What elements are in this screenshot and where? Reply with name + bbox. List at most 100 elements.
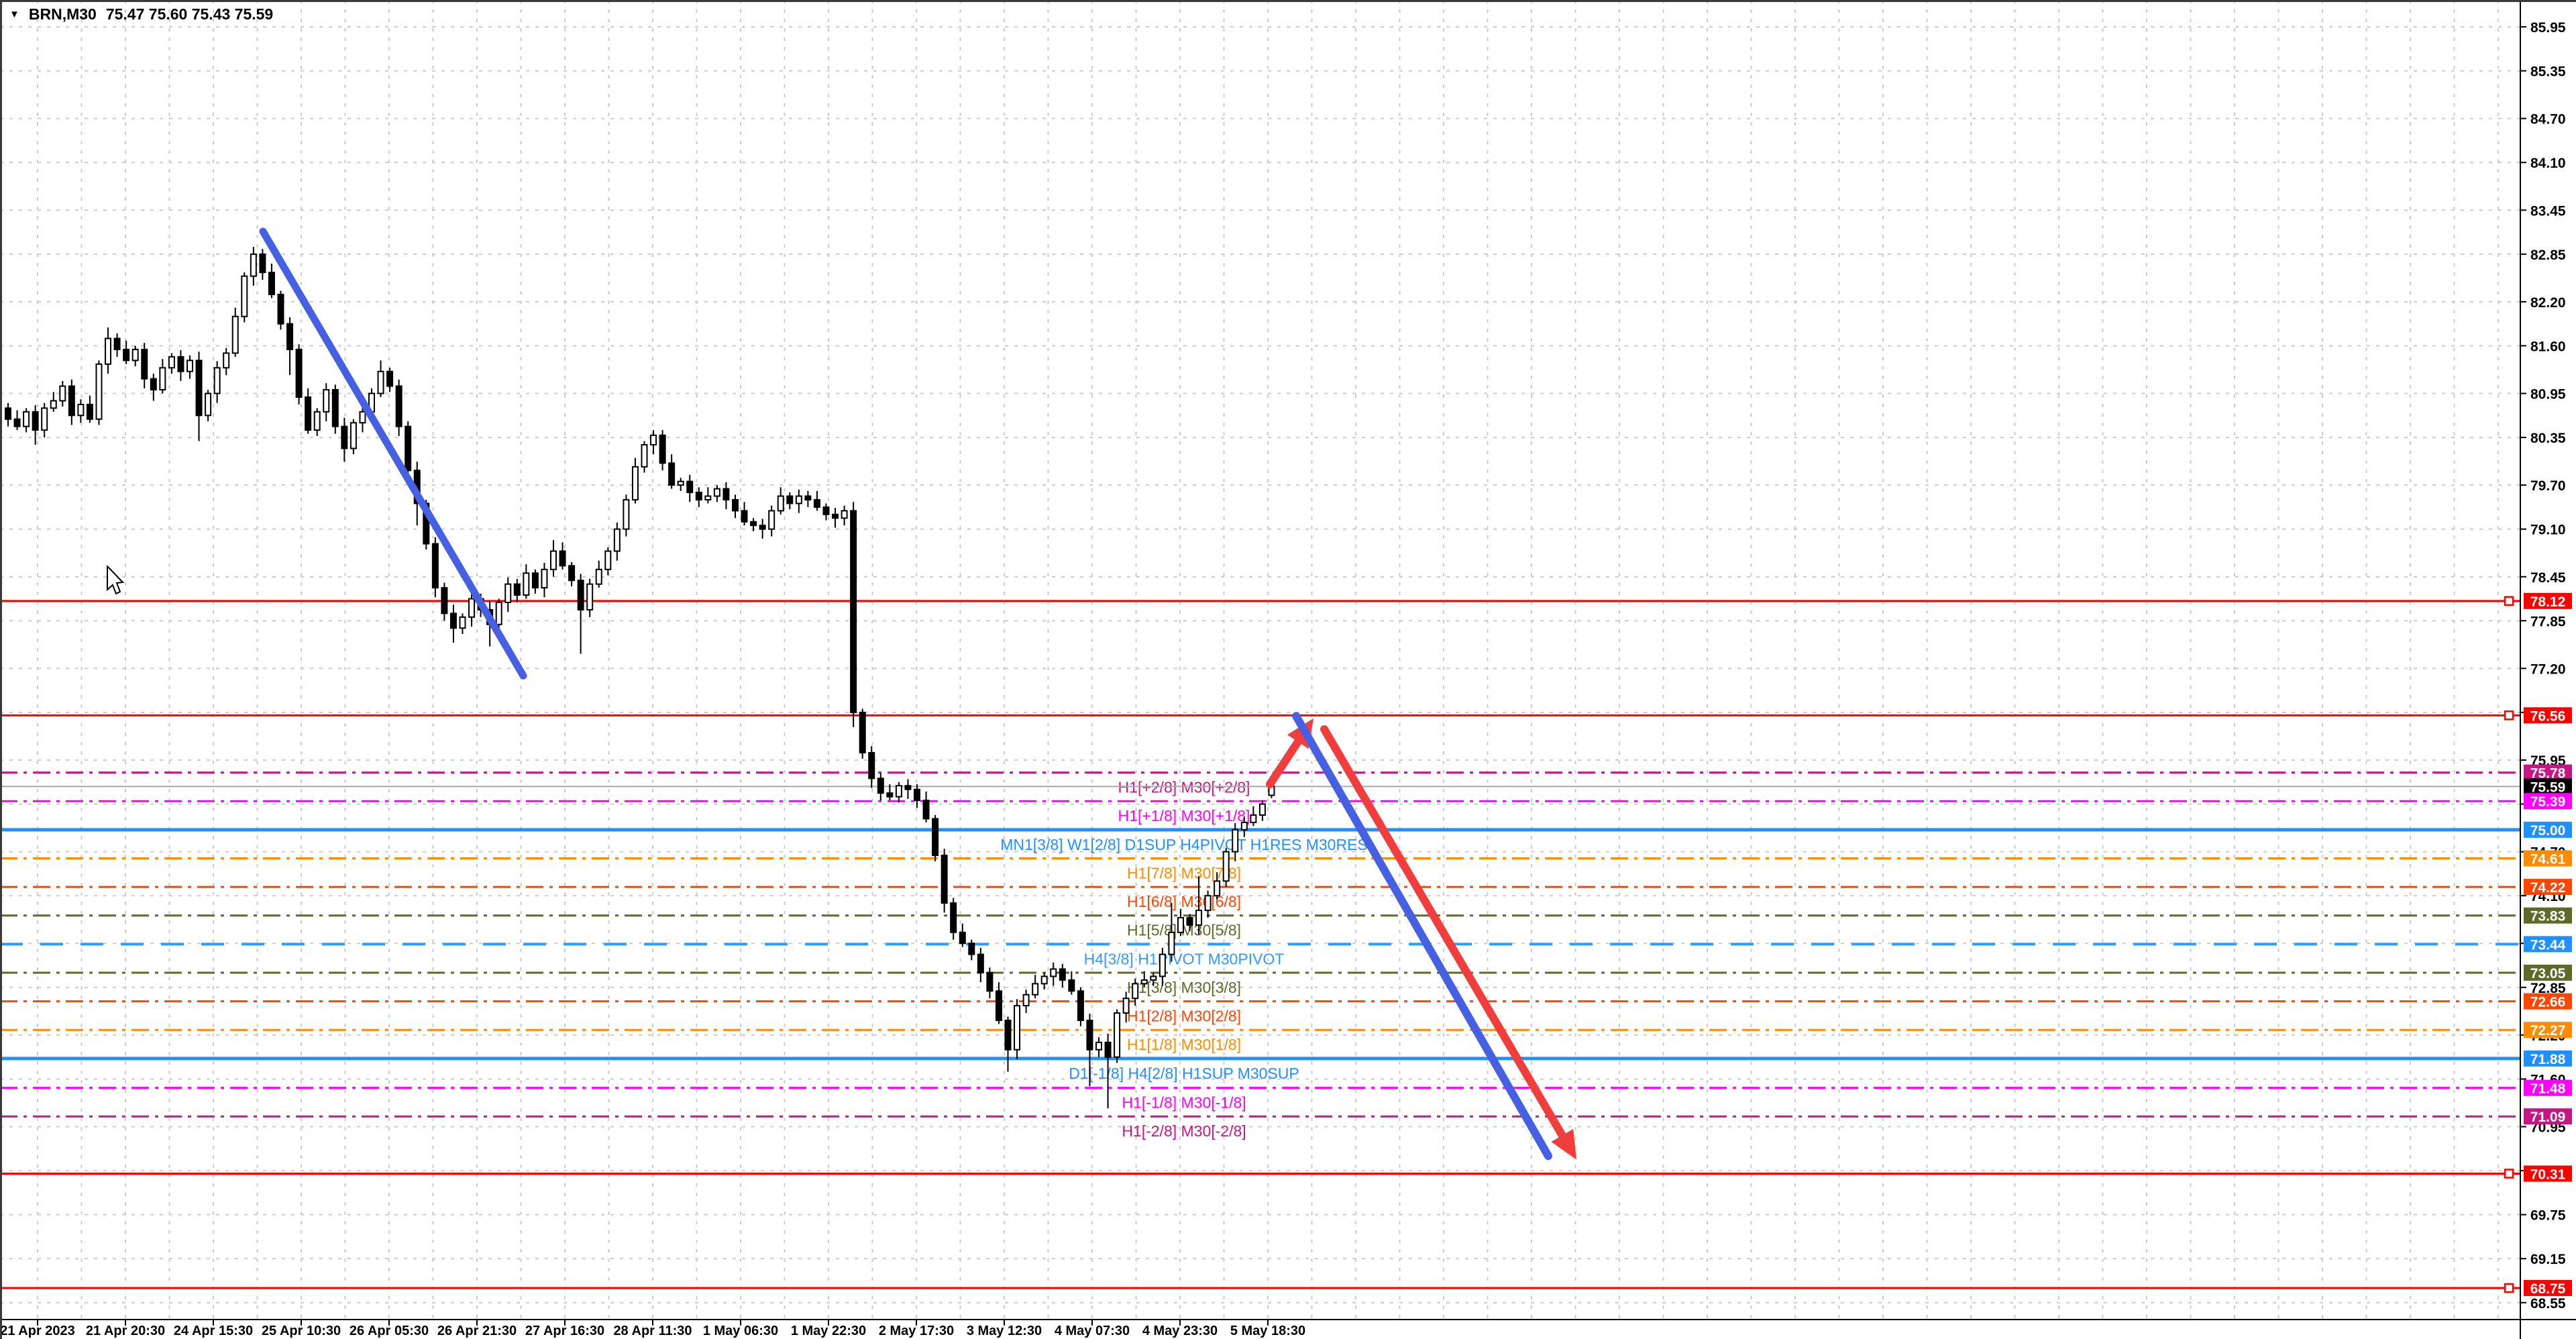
bounce-up-arrow[interactable] (1266, 737, 1302, 789)
candle-body (841, 510, 848, 519)
price-tick-label: 81.60 (2530, 339, 2566, 354)
price-badge-label: 73.05 (2530, 966, 2566, 981)
candle-body (1150, 975, 1157, 981)
time-axis-label: 4 May 07:30 (1055, 1324, 1130, 1338)
price-tick-label: 83.45 (2530, 203, 2566, 219)
level-label[interactable]: H4[3/8] H1PIVOT M30PIVOT (1084, 950, 1285, 967)
time-axis-label: 28 Apr 11:30 (613, 1324, 692, 1338)
level-marker-square[interactable] (2504, 1283, 2514, 1293)
price-badge-label: 73.44 (2530, 937, 2566, 953)
price-tick-label: 79.10 (2530, 523, 2566, 538)
candle-body (623, 498, 630, 530)
price-badge-label: 74.22 (2530, 880, 2566, 896)
candle-body (59, 385, 66, 402)
projection-red-arrow[interactable] (1320, 725, 1566, 1140)
level-label[interactable]: H1[2/8] M30[2/8] (1127, 1008, 1241, 1025)
level-label[interactable]: H1[+1/8] M30[+1/8] (1118, 807, 1250, 824)
candle-body (804, 495, 812, 500)
candle-body (241, 275, 248, 317)
price-badge-71.09 (2524, 1108, 2572, 1125)
price-badge-75.78 (2524, 764, 2572, 781)
time-axis-label: 26 Apr 05:30 (350, 1324, 429, 1338)
price-tick-label: 77.20 (2530, 661, 2566, 677)
candle-body (713, 488, 720, 497)
candle-body (868, 752, 875, 780)
candle-body (886, 792, 894, 798)
price-tick-label: 72.85 (2530, 981, 2566, 996)
candle-body (1077, 990, 1084, 1022)
price-badge-74.61 (2524, 850, 2572, 867)
candle-body (1204, 895, 1212, 912)
candle-body (77, 403, 85, 417)
candle-body (313, 411, 321, 431)
candle-body (113, 337, 121, 350)
time-axis-label: 3 May 12:30 (967, 1324, 1042, 1338)
candle-body (695, 492, 702, 500)
candle-body (1140, 979, 1148, 985)
candle-body (1104, 1041, 1112, 1058)
level-marker-square[interactable] (2504, 596, 2514, 606)
level-label[interactable]: H1[-1/8] M30[-1/8] (1122, 1094, 1246, 1112)
level-marker-square[interactable] (2504, 710, 2514, 720)
candle-body (1086, 1020, 1093, 1051)
time-axis-label: 26 Apr 21:30 (437, 1324, 517, 1338)
level-label[interactable]: MN1[3/8] W1[2/8] D1SUP H4PIVOT H1RES M30… (1000, 836, 1368, 853)
candle-body (686, 480, 694, 494)
candle-body (1040, 975, 1048, 985)
candle-body (795, 495, 802, 504)
candle-body (1004, 1020, 1012, 1051)
candle-body (1068, 979, 1075, 992)
level-label[interactable]: H1[1/8] M30[1/8] (1127, 1036, 1241, 1053)
candle-body (350, 422, 357, 449)
price-badge-label: 72.27 (2530, 1023, 2566, 1038)
candle-body (859, 711, 866, 754)
time-axis-label: 24 Apr 15:30 (174, 1324, 253, 1338)
price-tick-label: 84.70 (2530, 112, 2566, 127)
level-label[interactable]: H1[6/8] M30[6/8] (1127, 893, 1241, 910)
price-tick-label: 85.95 (2530, 20, 2566, 36)
candle-body (741, 510, 748, 523)
candle-body (677, 480, 684, 486)
candle-body (186, 360, 193, 372)
level-label[interactable]: D1[-1/8] H4[2/8] H1SUP M30SUP (1069, 1065, 1299, 1082)
level-marker-square[interactable] (2504, 1169, 2514, 1179)
candle-body (32, 411, 39, 431)
ohlc-readout: 75.47 75.60 75.43 75.59 (105, 5, 274, 23)
candle-body (123, 348, 130, 362)
candle-body (659, 434, 666, 464)
price-badge-label: 75.00 (2530, 823, 2566, 839)
price-badge-label: 75.39 (2530, 794, 2566, 810)
candle-body (386, 370, 394, 387)
candle-body (750, 521, 757, 527)
downtrend-trendline[interactable] (259, 227, 527, 680)
price-tick-label: 77.85 (2530, 614, 2566, 629)
candle-body (468, 598, 476, 618)
candle-body (513, 583, 521, 596)
projection-red-arrow-head[interactable] (1551, 1128, 1576, 1160)
symbol-dropdown-icon[interactable]: ▼ (9, 9, 19, 20)
price-tick-label: 82.85 (2530, 248, 2566, 263)
level-label[interactable]: H1[7/8] M30[7/8] (1127, 864, 1241, 881)
annotations-layer (259, 227, 1576, 1161)
time-axis-label: 5 May 18:30 (1230, 1324, 1305, 1338)
candle-body (832, 513, 839, 519)
level-label[interactable]: H1[5/8] M30[5/8] (1127, 922, 1241, 939)
price-badge-label: 71.48 (2530, 1081, 2566, 1097)
price-tick-label: 69.15 (2530, 1252, 2566, 1267)
candle-body (449, 612, 457, 629)
projection-blue-line[interactable] (1292, 712, 1552, 1161)
level-label[interactable]: H1[-2/8] M30[-2/8] (1122, 1122, 1246, 1140)
mouse-cursor-icon (107, 566, 125, 595)
price-tick-label: 85.35 (2530, 64, 2566, 80)
candle-body (1059, 968, 1066, 981)
candle-body (1214, 880, 1221, 897)
level-label[interactable]: H1[+2/8] M30[+2/8] (1118, 779, 1250, 796)
candle-body (1177, 916, 1184, 933)
price-tick-label: 78.45 (2530, 570, 2566, 586)
candle-body (331, 389, 339, 427)
candle-body (950, 902, 957, 933)
candle-body (105, 337, 112, 365)
price-badge-label: 72.66 (2530, 995, 2566, 1010)
